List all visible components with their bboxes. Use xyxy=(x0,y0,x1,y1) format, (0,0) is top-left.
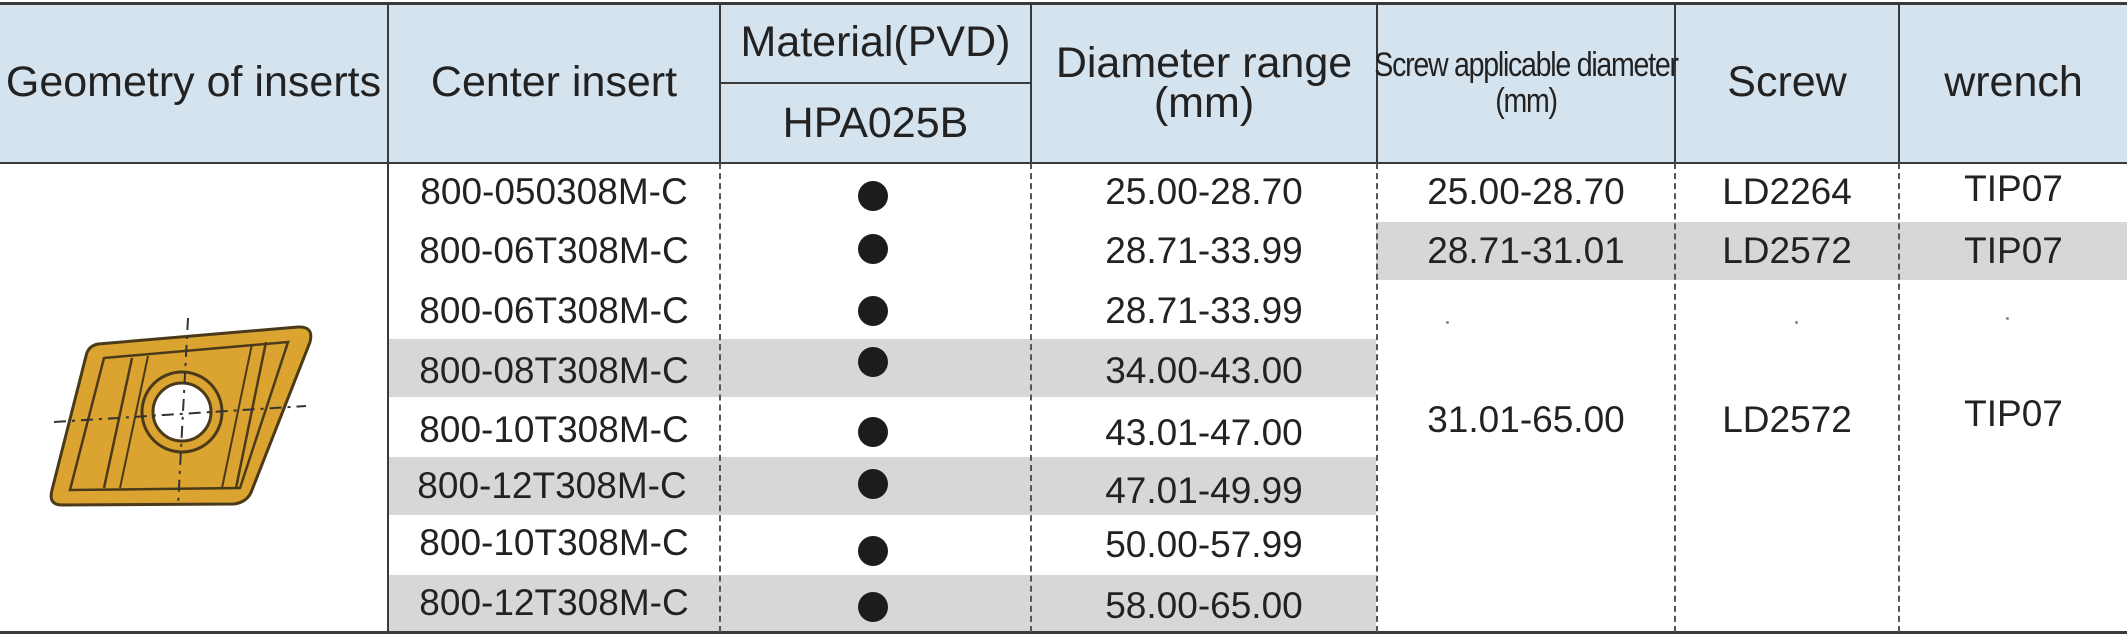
availability-dot xyxy=(858,234,888,264)
row-diameter-range: 34.00-43.00 xyxy=(1105,350,1303,391)
screw-code: LD2572 xyxy=(1722,230,1852,271)
row-diameter-range: 43.01-47.00 xyxy=(1105,412,1303,453)
row-diameter-range: 28.71-33.99 xyxy=(1105,230,1303,271)
header-screw-diameter-line1: Screw applicable diameter xyxy=(1374,45,1679,84)
header-bottom-border xyxy=(0,162,2127,164)
availability-dot xyxy=(858,536,888,566)
column-separator xyxy=(1898,163,1900,632)
row-diameter-range: 50.00-57.99 xyxy=(1105,524,1303,565)
row-diameter-range: 28.71-33.99 xyxy=(1105,289,1303,331)
header-screw-diameter-line2: (mm) xyxy=(1495,81,1558,120)
material-divider xyxy=(719,82,1030,84)
screw-code: LD2264 xyxy=(1722,170,1852,212)
row-insert-code: 800-08T308M-C xyxy=(419,350,689,391)
header-geometry: Geometry of inserts xyxy=(5,58,382,106)
availability-dot xyxy=(858,592,888,622)
row-diameter-range: 25.00-28.70 xyxy=(1105,170,1303,212)
wrench-code: TIP07 xyxy=(1964,167,2063,209)
row-insert-code: 800-06T308M-C xyxy=(419,289,689,331)
row-diameter-range: 58.00-65.00 xyxy=(1105,585,1303,626)
speck xyxy=(1446,321,1449,324)
table-top-border xyxy=(0,2,2127,5)
header-screw: Screw xyxy=(1727,58,1847,106)
header-screw-diameter: Screw applicable diameter (mm) xyxy=(1374,2,1679,163)
header-separator xyxy=(1376,2,1378,163)
availability-dot xyxy=(858,417,888,447)
wrench-code: TIP07 xyxy=(1964,230,2063,271)
row-insert-code: 800-06T308M-C xyxy=(419,230,689,271)
column-separator xyxy=(387,163,389,632)
speck xyxy=(2006,317,2009,320)
header-separator xyxy=(1898,2,1900,163)
header-diameter-range: Diameter range (mm) xyxy=(1032,2,1376,163)
rhombic-insert-icon xyxy=(49,317,313,507)
row-insert-code: 800-12T308M-C xyxy=(417,465,687,506)
availability-dot xyxy=(858,296,888,326)
screw-diameter-merged: 31.01-65.00 xyxy=(1427,399,1625,440)
column-separator xyxy=(1674,163,1676,632)
screw-diameter: 25.00-28.70 xyxy=(1427,170,1625,212)
header-separator xyxy=(719,2,721,163)
availability-dot xyxy=(858,469,888,499)
insert-image xyxy=(49,317,313,507)
speck xyxy=(1795,321,1798,324)
header-diameter-range-line2: (mm) xyxy=(1153,78,1255,127)
header-separator xyxy=(1674,2,1676,163)
header-center-insert: Center insert xyxy=(430,58,678,106)
availability-dot xyxy=(858,181,888,211)
table-bottom-border xyxy=(0,631,2127,634)
header-grade: HPA025B xyxy=(782,99,969,147)
header-separator xyxy=(387,2,389,163)
column-separator xyxy=(719,163,721,632)
screw-diameter: 28.71-31.01 xyxy=(1427,230,1625,271)
header-wrench: wrench xyxy=(1944,58,2083,106)
row-diameter-range: 47.01-49.99 xyxy=(1105,470,1303,511)
table-header-background xyxy=(0,2,2127,163)
header-diameter-range-line1: Diameter range xyxy=(1055,38,1353,87)
row-insert-code: 800-050308M-C xyxy=(420,170,688,212)
row-stripe xyxy=(1376,222,2127,280)
availability-dot xyxy=(858,347,888,377)
header-material: Material(PVD) xyxy=(740,17,1011,66)
row-insert-code: 800-10T308M-C xyxy=(419,409,689,450)
column-separator xyxy=(1376,163,1378,632)
row-insert-code: 800-12T308M-C xyxy=(419,582,689,623)
row-insert-code: 800-10T308M-C xyxy=(419,522,689,563)
wrench-code-merged: TIP07 xyxy=(1964,393,2063,434)
screw-code-merged: LD2572 xyxy=(1722,399,1852,440)
header-separator xyxy=(1030,2,1032,163)
column-separator xyxy=(1030,163,1032,632)
